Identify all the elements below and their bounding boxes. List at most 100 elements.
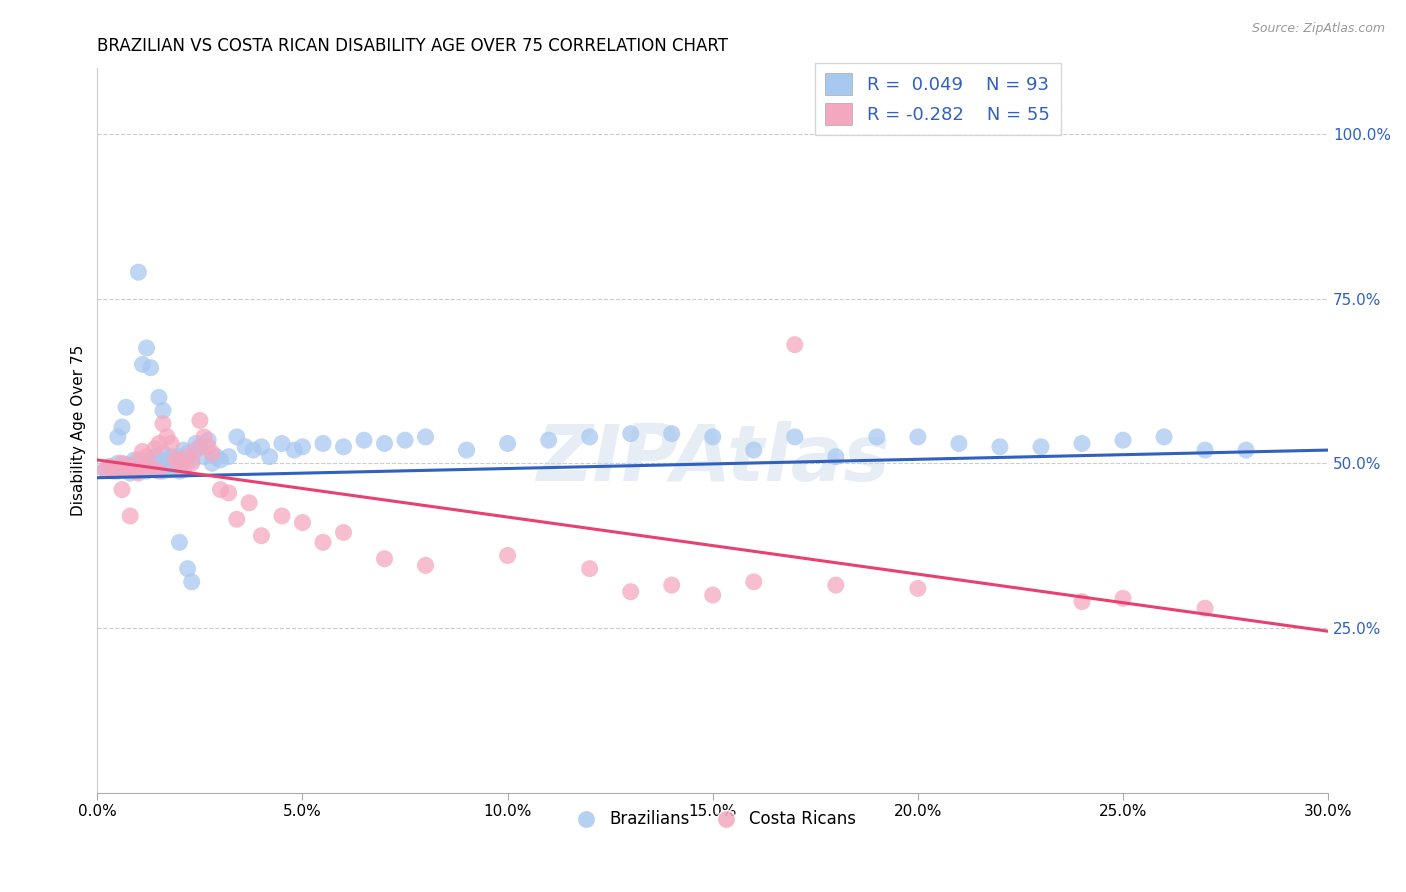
- Point: [225, 512, 247, 526]
- Point: [165, 459, 187, 474]
- Point: [578, 562, 600, 576]
- Point: [661, 426, 683, 441]
- Point: [120, 466, 142, 480]
- Point: [124, 453, 146, 467]
- Point: [271, 436, 294, 450]
- Point: [988, 440, 1011, 454]
- Point: [271, 508, 294, 523]
- Point: [907, 582, 929, 596]
- Point: [115, 458, 138, 472]
- Point: [537, 433, 560, 447]
- Point: [332, 440, 354, 454]
- Point: [120, 458, 142, 473]
- Point: [176, 450, 198, 464]
- Point: [173, 443, 195, 458]
- Point: [135, 459, 157, 474]
- Point: [197, 433, 219, 447]
- Point: [456, 443, 478, 458]
- Point: [824, 578, 846, 592]
- Text: Source: ZipAtlas.com: Source: ZipAtlas.com: [1251, 22, 1385, 36]
- Point: [702, 588, 724, 602]
- Point: [201, 456, 224, 470]
- Point: [148, 390, 170, 404]
- Legend: Brazilians, Costa Ricans: Brazilians, Costa Ricans: [562, 804, 863, 835]
- Point: [1029, 440, 1052, 454]
- Point: [115, 459, 138, 474]
- Point: [620, 584, 643, 599]
- Point: [98, 459, 121, 474]
- Point: [250, 440, 273, 454]
- Point: [160, 436, 183, 450]
- Point: [160, 450, 183, 464]
- Point: [283, 443, 305, 458]
- Point: [111, 420, 134, 434]
- Point: [124, 463, 146, 477]
- Point: [620, 426, 643, 441]
- Point: [702, 430, 724, 444]
- Point: [131, 456, 153, 470]
- Point: [148, 464, 170, 478]
- Point: [783, 430, 806, 444]
- Point: [169, 450, 191, 464]
- Point: [209, 453, 232, 467]
- Point: [152, 403, 174, 417]
- Point: [250, 529, 273, 543]
- Point: [152, 464, 174, 478]
- Point: [127, 453, 149, 467]
- Point: [139, 360, 162, 375]
- Point: [415, 558, 437, 573]
- Point: [143, 450, 166, 464]
- Point: [111, 459, 134, 474]
- Point: [131, 461, 153, 475]
- Point: [135, 341, 157, 355]
- Point: [169, 453, 191, 467]
- Point: [152, 417, 174, 431]
- Point: [135, 464, 157, 478]
- Point: [948, 436, 970, 450]
- Point: [135, 450, 157, 464]
- Point: [131, 444, 153, 458]
- Point: [1112, 591, 1135, 606]
- Point: [907, 430, 929, 444]
- Point: [415, 430, 437, 444]
- Point: [131, 358, 153, 372]
- Point: [176, 562, 198, 576]
- Point: [496, 549, 519, 563]
- Point: [127, 466, 149, 480]
- Point: [120, 463, 142, 477]
- Point: [218, 450, 240, 464]
- Point: [115, 461, 138, 475]
- Point: [124, 464, 146, 478]
- Point: [111, 483, 134, 497]
- Point: [131, 459, 153, 474]
- Point: [742, 443, 765, 458]
- Point: [201, 446, 224, 460]
- Point: [312, 436, 335, 450]
- Point: [661, 578, 683, 592]
- Point: [139, 453, 162, 467]
- Point: [824, 450, 846, 464]
- Point: [156, 453, 179, 467]
- Point: [193, 450, 215, 464]
- Point: [160, 463, 183, 477]
- Point: [291, 440, 314, 454]
- Point: [1112, 433, 1135, 447]
- Point: [394, 433, 416, 447]
- Point: [1071, 594, 1094, 608]
- Point: [259, 450, 281, 464]
- Point: [1194, 601, 1216, 615]
- Point: [578, 430, 600, 444]
- Point: [127, 265, 149, 279]
- Point: [107, 430, 129, 444]
- Point: [148, 436, 170, 450]
- Point: [188, 413, 211, 427]
- Point: [184, 443, 207, 458]
- Point: [197, 440, 219, 454]
- Point: [233, 440, 256, 454]
- Point: [165, 453, 187, 467]
- Point: [1194, 443, 1216, 458]
- Point: [107, 461, 129, 475]
- Point: [139, 459, 162, 474]
- Point: [107, 464, 129, 478]
- Point: [496, 436, 519, 450]
